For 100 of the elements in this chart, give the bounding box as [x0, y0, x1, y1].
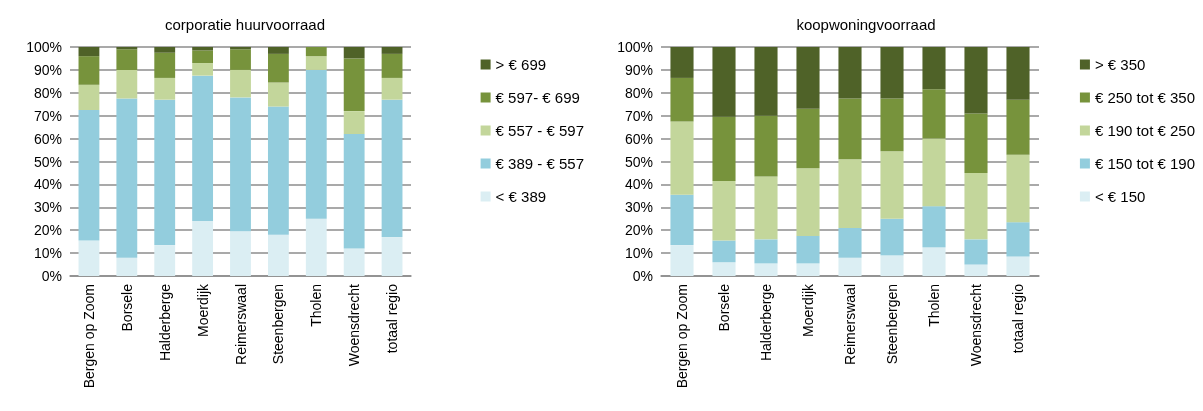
x-tick-label: Halderberge [156, 283, 173, 362]
y-tick-label: 40% [33, 176, 62, 193]
y-tick-label: 10% [33, 245, 62, 262]
bar [964, 172, 988, 240]
chart-title: corporatie huurvoorraad [164, 16, 326, 33]
bar [796, 47, 820, 109]
bar [230, 97, 251, 232]
bar [838, 47, 862, 99]
legend-label: > € 699 [495, 56, 547, 73]
bar [78, 109, 100, 241]
bar [670, 194, 694, 246]
bar [192, 63, 214, 76]
legend-label: € 389 - € 557 [495, 155, 584, 172]
bar [305, 47, 327, 57]
x-tick-label: totaal regio [1010, 283, 1026, 354]
bar [381, 237, 403, 276]
bar [267, 106, 289, 235]
bar [754, 239, 778, 264]
bar [922, 47, 946, 90]
bar [880, 255, 904, 276]
bar [78, 240, 100, 276]
bar [154, 99, 176, 246]
y-tick-label: 90% [624, 61, 653, 78]
legend-label: € 597- € 699 [495, 89, 580, 106]
y-tick-label: 20% [33, 222, 62, 239]
bar [712, 116, 736, 181]
x-tick-label: Reimerswaal [842, 284, 858, 365]
x-tick-label: Woensdrecht [346, 283, 363, 367]
bar [922, 89, 946, 139]
bar [1006, 99, 1030, 155]
bar [712, 240, 736, 263]
bar [154, 77, 176, 100]
legend-label: € 150 tot € 190 [1094, 155, 1196, 172]
x-tick-label: Tholen [308, 284, 325, 327]
bar [267, 53, 289, 83]
x-tick-label: Halderberge [758, 283, 774, 362]
bar [670, 121, 694, 195]
bar [670, 245, 694, 276]
bar [154, 245, 176, 276]
x-tick-label: Woensdrecht [968, 283, 984, 367]
y-tick-label: 80% [33, 84, 62, 101]
y-tick-label: 40% [624, 176, 653, 193]
bar [154, 52, 176, 78]
bar [192, 221, 214, 276]
bar [754, 47, 778, 116]
y-tick-label: 10% [624, 245, 653, 262]
bar [754, 176, 778, 240]
bar [964, 47, 988, 114]
bar [964, 113, 988, 173]
bar [670, 77, 694, 122]
bar [796, 263, 820, 276]
bar [116, 69, 138, 99]
bar [343, 134, 365, 249]
bar [343, 47, 365, 59]
legend-label: € 557 - € 597 [495, 122, 584, 139]
bar [880, 218, 904, 256]
bar [78, 47, 100, 57]
x-tick-label: Tholen [926, 284, 942, 327]
bar [796, 235, 820, 264]
x-tick-label: Steenbergen [884, 284, 900, 365]
bar [381, 77, 403, 100]
bar [343, 248, 365, 276]
y-tick-label: 20% [624, 222, 653, 239]
bar [230, 69, 251, 98]
legend-label: € 190 tot € 250 [1094, 122, 1196, 139]
bar [267, 47, 289, 54]
bar [305, 218, 327, 276]
bar [305, 56, 327, 70]
bar [192, 50, 214, 64]
y-tick-label: 90% [33, 61, 62, 78]
x-tick-label: Steenbergen [270, 284, 287, 365]
y-tick-label: 100% [617, 39, 653, 55]
bar [964, 239, 988, 265]
bar [1006, 47, 1030, 100]
bar [796, 108, 820, 169]
bar [154, 47, 176, 53]
legend-label: < € 389 [495, 188, 547, 205]
x-tick-label: Reimerswaal [232, 284, 249, 365]
y-tick-label: 30% [33, 199, 62, 216]
bar [230, 231, 251, 276]
bar [116, 257, 138, 276]
bar [964, 264, 988, 276]
bar [712, 180, 736, 241]
x-tick-label: totaal regio [384, 283, 401, 354]
legend-label: > € 350 [1094, 56, 1146, 73]
bar [343, 58, 365, 112]
x-tick-label: Bergen op Zoom [80, 284, 97, 389]
y-tick-label: 100% [26, 39, 62, 55]
bar [1006, 256, 1030, 276]
bar [1006, 222, 1030, 257]
y-tick-label: 0% [41, 268, 62, 284]
x-tick-label: Moerdijk [194, 283, 211, 337]
bar [230, 49, 251, 70]
legend-label: < € 150 [1094, 188, 1146, 205]
legend-label: € 250 tot € 350 [1094, 89, 1196, 106]
bar [381, 99, 403, 238]
bar [838, 159, 862, 228]
bar [381, 53, 403, 78]
bar [343, 111, 365, 135]
y-tick-label: 50% [624, 153, 653, 170]
